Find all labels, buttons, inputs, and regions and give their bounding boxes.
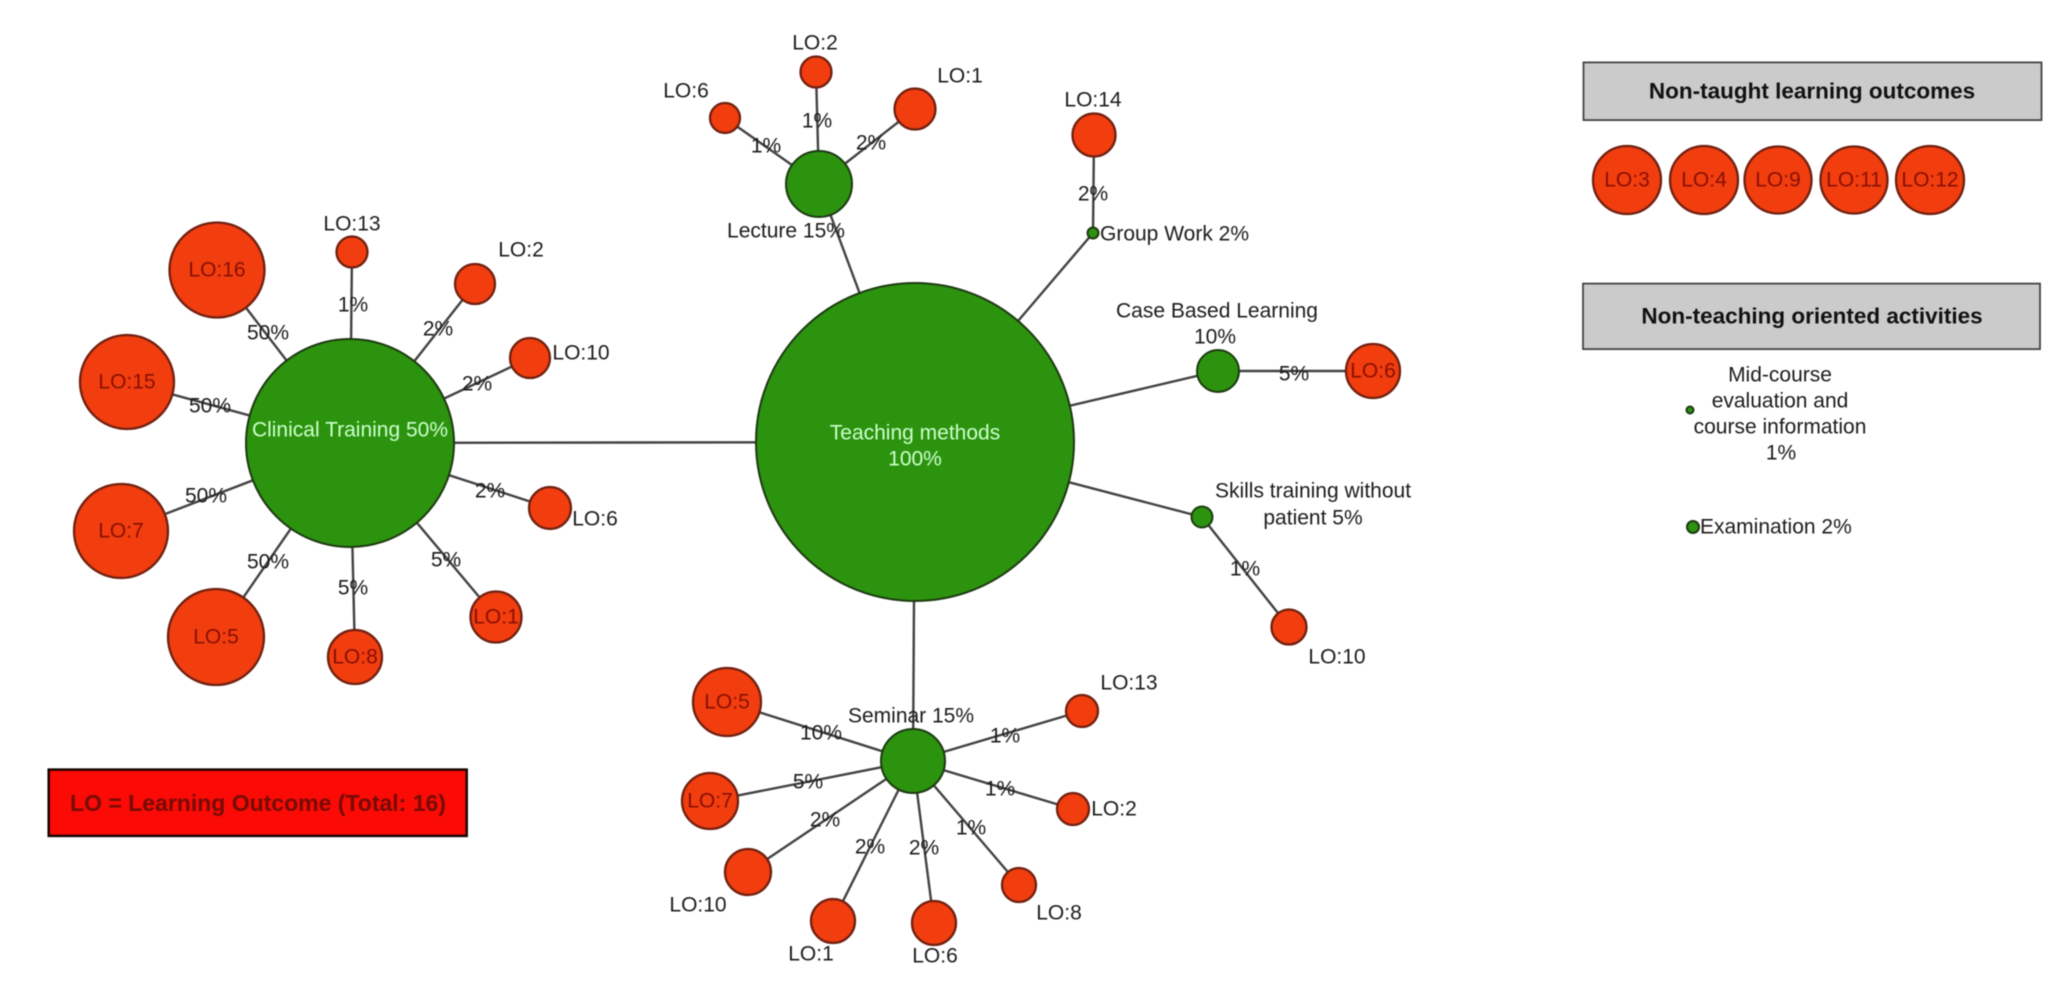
svg-text:1%: 1% [751,135,781,158]
svg-text:Mid-course: Mid-course [1728,364,1832,387]
svg-text:Non-teaching oriented activiti: Non-teaching oriented activities [1641,304,1982,329]
svg-text:1%: 1% [956,817,986,840]
svg-text:2%: 2% [462,373,492,396]
svg-text:100%: 100% [888,448,942,471]
svg-text:LO:11: LO:11 [1826,169,1882,192]
svg-text:LO:15: LO:15 [98,371,155,394]
svg-text:10%: 10% [800,722,842,745]
svg-text:course information: course information [1694,416,1867,439]
svg-text:5%: 5% [793,771,823,794]
svg-text:LO:14: LO:14 [1064,89,1122,112]
svg-text:1%: 1% [990,725,1020,748]
svg-text:50%: 50% [185,485,227,508]
svg-text:LO = Learning Outcome (Total:: LO = Learning Outcome (Total: 16) [70,790,446,816]
svg-text:2%: 2% [1078,183,1108,206]
svg-text:1%: 1% [802,110,832,133]
svg-text:Case Based Learning: Case Based Learning [1116,300,1318,323]
svg-text:LO:5: LO:5 [193,626,239,649]
svg-text:10%: 10% [1194,326,1236,349]
svg-text:LO:6: LO:6 [663,80,709,103]
svg-text:LO:7: LO:7 [687,790,733,813]
svg-text:LO:12: LO:12 [1901,169,1958,192]
svg-text:Clinical Training 50%: Clinical Training 50% [252,419,448,442]
svg-text:evaluation and: evaluation and [1712,390,1849,413]
svg-text:2%: 2% [810,809,840,832]
svg-text:2%: 2% [855,836,885,859]
svg-text:LO:1: LO:1 [937,65,983,88]
svg-text:LO:5: LO:5 [704,691,750,714]
svg-text:LO:8: LO:8 [1036,902,1082,925]
svg-text:LO:10: LO:10 [552,342,609,365]
svg-text:LO:1: LO:1 [473,606,519,629]
svg-text:2%: 2% [909,837,939,860]
svg-text:1%: 1% [338,294,368,317]
svg-text:LO:6: LO:6 [572,508,618,531]
svg-text:LO:8: LO:8 [332,646,378,669]
svg-text:LO:13: LO:13 [323,213,380,236]
svg-text:2%: 2% [423,318,453,341]
svg-text:LO:7: LO:7 [98,520,144,543]
svg-text:LO:2: LO:2 [792,32,838,55]
svg-text:Skills training without: Skills training without [1215,480,1411,503]
svg-text:50%: 50% [247,322,289,345]
svg-text:LO:4: LO:4 [1681,169,1727,192]
svg-text:Non-taught learning outcomes: Non-taught learning outcomes [1649,79,1975,104]
svg-text:patient 5%: patient 5% [1263,507,1362,530]
svg-text:2%: 2% [475,480,505,503]
svg-text:50%: 50% [247,551,289,574]
svg-text:LO:2: LO:2 [1091,798,1137,821]
svg-text:2%: 2% [856,132,886,155]
svg-text:LO:6: LO:6 [912,945,958,968]
svg-text:Teaching methods: Teaching methods [830,422,1000,445]
svg-text:Group Work 2%: Group Work 2% [1100,223,1249,246]
svg-text:LO:13: LO:13 [1100,672,1157,695]
svg-text:LO:1: LO:1 [788,943,834,966]
svg-text:50%: 50% [189,395,231,418]
svg-text:5%: 5% [1279,363,1309,386]
svg-text:LO:10: LO:10 [1308,646,1365,669]
svg-text:LO:10: LO:10 [669,894,726,917]
svg-text:LO:3: LO:3 [1604,169,1650,192]
svg-text:1%: 1% [1766,442,1796,465]
svg-text:Seminar 15%: Seminar 15% [848,705,974,728]
svg-text:Examination 2%: Examination 2% [1700,516,1852,539]
svg-text:5%: 5% [338,577,368,600]
svg-text:Lecture 15%: Lecture 15% [727,220,845,243]
svg-text:1%: 1% [985,778,1015,801]
svg-text:LO:2: LO:2 [498,239,544,262]
svg-text:LO:9: LO:9 [1755,169,1801,192]
svg-text:LO:16: LO:16 [188,259,245,282]
svg-text:LO:6: LO:6 [1350,360,1396,383]
svg-text:1%: 1% [1230,558,1260,581]
svg-text:5%: 5% [431,549,461,572]
